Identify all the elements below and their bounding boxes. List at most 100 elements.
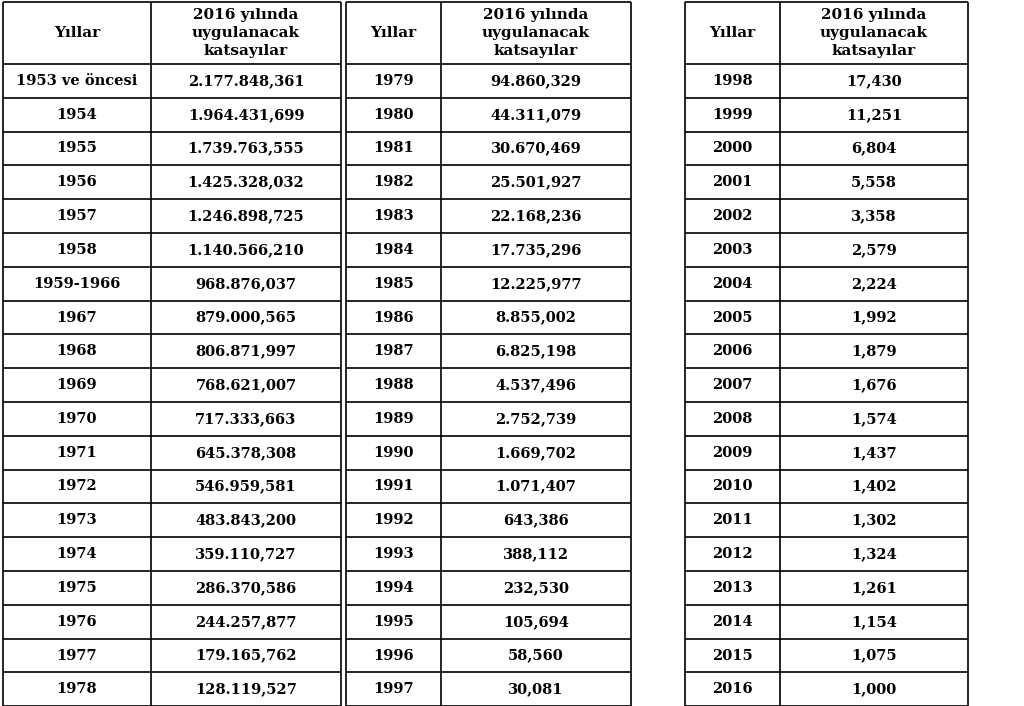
Text: 1,302: 1,302 (851, 513, 897, 527)
Text: 30,081: 30,081 (508, 682, 564, 696)
Text: 1,154: 1,154 (851, 615, 897, 629)
Text: 6,804: 6,804 (851, 141, 897, 155)
Text: Yıllar: Yıllar (710, 26, 756, 40)
Text: 1,324: 1,324 (851, 547, 897, 561)
Text: 2009: 2009 (713, 445, 753, 460)
Text: 768.621,007: 768.621,007 (196, 378, 297, 392)
Text: 179.165,762: 179.165,762 (196, 649, 297, 662)
Text: 1968: 1968 (56, 345, 97, 359)
Text: 2014: 2014 (712, 615, 753, 629)
Text: 1,879: 1,879 (851, 345, 897, 359)
Text: 717.333,663: 717.333,663 (196, 412, 297, 426)
Text: 2016 yılında
uygulanacak
katsayılar: 2016 yılında uygulanacak katsayılar (193, 8, 300, 58)
Text: 128.119,527: 128.119,527 (195, 682, 297, 696)
Text: 58,560: 58,560 (508, 649, 564, 662)
Text: 11,251: 11,251 (846, 108, 902, 121)
Text: 1958: 1958 (56, 243, 97, 257)
Text: 1,574: 1,574 (851, 412, 897, 426)
Text: 388,112: 388,112 (503, 547, 569, 561)
Text: 483.843,200: 483.843,200 (196, 513, 297, 527)
Text: 1979: 1979 (373, 74, 414, 88)
Text: 17,430: 17,430 (846, 74, 902, 88)
Text: 2016 yılında
uygulanacak
katsayılar: 2016 yılında uygulanacak katsayılar (482, 8, 590, 58)
Text: 1.140.566,210: 1.140.566,210 (187, 243, 304, 257)
Text: 1956: 1956 (56, 175, 97, 189)
Text: 1953 ve öncesi: 1953 ve öncesi (16, 74, 137, 88)
Text: 1.425.328,032: 1.425.328,032 (187, 175, 304, 189)
Text: 2015: 2015 (712, 649, 753, 662)
Text: 30.670,469: 30.670,469 (490, 141, 582, 155)
Text: Yıllar: Yıllar (54, 26, 100, 40)
Text: 879.000,565: 879.000,565 (196, 311, 297, 325)
Text: 2003: 2003 (713, 243, 753, 257)
Text: 1957: 1957 (56, 209, 97, 223)
Text: 12.225,977: 12.225,977 (490, 277, 582, 291)
Text: 1,992: 1,992 (851, 311, 897, 325)
Text: 2001: 2001 (713, 175, 753, 189)
Text: 1.071,407: 1.071,407 (496, 479, 577, 493)
Text: Yıllar: Yıllar (371, 26, 417, 40)
Text: 244.257,877: 244.257,877 (196, 615, 297, 629)
Text: 2005: 2005 (713, 311, 753, 325)
Text: 1,437: 1,437 (851, 445, 897, 460)
Text: 1992: 1992 (373, 513, 414, 527)
Text: 1971: 1971 (56, 445, 97, 460)
Text: 2002: 2002 (713, 209, 753, 223)
Text: 1976: 1976 (56, 615, 97, 629)
Text: 1993: 1993 (373, 547, 414, 561)
Text: 1995: 1995 (373, 615, 414, 629)
Text: 1972: 1972 (56, 479, 97, 493)
Text: 8.855,002: 8.855,002 (496, 311, 577, 325)
Text: 1.739.763,555: 1.739.763,555 (187, 141, 304, 155)
Text: 1,676: 1,676 (851, 378, 897, 392)
Text: 1999: 1999 (712, 108, 753, 121)
Text: 105,694: 105,694 (503, 615, 569, 629)
Text: 1,402: 1,402 (851, 479, 897, 493)
Text: 1983: 1983 (373, 209, 414, 223)
Text: 2.752,739: 2.752,739 (496, 412, 577, 426)
Text: 1954: 1954 (56, 108, 97, 121)
Text: 643,386: 643,386 (503, 513, 569, 527)
Text: 2,579: 2,579 (851, 243, 897, 257)
Text: 2016: 2016 (712, 682, 753, 696)
Text: 1986: 1986 (373, 311, 414, 325)
Text: 359.110,727: 359.110,727 (196, 547, 297, 561)
Text: 1970: 1970 (56, 412, 97, 426)
Text: 1985: 1985 (373, 277, 414, 291)
Text: 1998: 1998 (712, 74, 753, 88)
Text: 2.177.848,361: 2.177.848,361 (187, 74, 304, 88)
Text: 1994: 1994 (373, 581, 414, 595)
Text: 4.537,496: 4.537,496 (496, 378, 577, 392)
Text: 546.959,581: 546.959,581 (196, 479, 297, 493)
Text: 232,530: 232,530 (503, 581, 569, 595)
Text: 2010: 2010 (713, 479, 753, 493)
Text: 1997: 1997 (373, 682, 414, 696)
Text: 1982: 1982 (373, 175, 414, 189)
Text: 1987: 1987 (373, 345, 414, 359)
Text: 1991: 1991 (373, 479, 414, 493)
Text: 1969: 1969 (56, 378, 97, 392)
Text: 645.378,308: 645.378,308 (196, 445, 297, 460)
Text: 1967: 1967 (56, 311, 97, 325)
Text: 806.871,997: 806.871,997 (196, 345, 297, 359)
Text: 6.825,198: 6.825,198 (496, 345, 577, 359)
Text: 1978: 1978 (56, 682, 97, 696)
Text: 2,224: 2,224 (851, 277, 897, 291)
Text: 22.168,236: 22.168,236 (490, 209, 582, 223)
Text: 1980: 1980 (374, 108, 414, 121)
Text: 1996: 1996 (373, 649, 414, 662)
Text: 1.246.898,725: 1.246.898,725 (187, 209, 304, 223)
Text: 1973: 1973 (56, 513, 97, 527)
Text: 1,000: 1,000 (851, 682, 897, 696)
Text: 1,261: 1,261 (851, 581, 897, 595)
Text: 1990: 1990 (374, 445, 414, 460)
Text: 2000: 2000 (713, 141, 753, 155)
Text: 1975: 1975 (56, 581, 97, 595)
Text: 2013: 2013 (712, 581, 753, 595)
Text: 1977: 1977 (56, 649, 97, 662)
Text: 3,358: 3,358 (851, 209, 897, 223)
Text: 2008: 2008 (713, 412, 753, 426)
Text: 44.311,079: 44.311,079 (490, 108, 582, 121)
Text: 17.735,296: 17.735,296 (490, 243, 582, 257)
Text: 2007: 2007 (713, 378, 753, 392)
